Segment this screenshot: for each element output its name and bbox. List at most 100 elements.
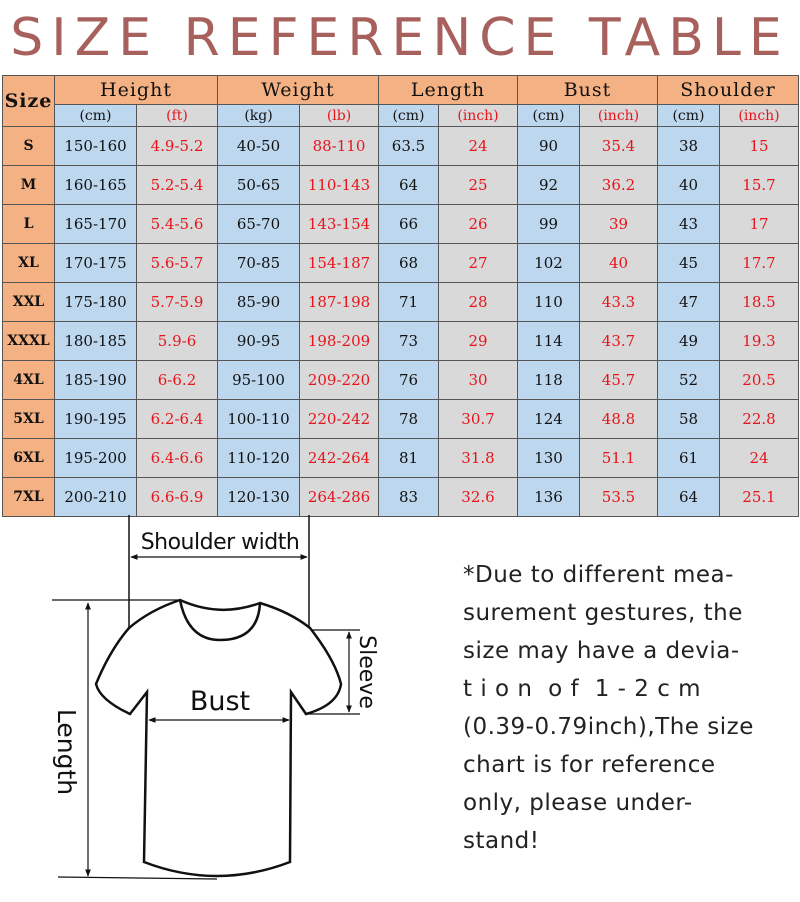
value-cell: 143-154: [299, 204, 379, 244]
group-header: Height: [54, 75, 218, 105]
value-cell: 264-286: [299, 477, 379, 517]
unit-header: (cm): [54, 104, 137, 127]
value-cell: 64: [378, 165, 439, 205]
size-cell: 7XL: [2, 477, 55, 517]
unit-header: (ft): [136, 104, 218, 127]
value-cell: 90-95: [217, 321, 300, 361]
value-cell: 120-130: [217, 477, 300, 517]
value-cell: 31.8: [438, 438, 518, 478]
unit-header: (cm): [657, 104, 720, 127]
value-cell: 200-210: [54, 477, 137, 517]
value-cell: 51.1: [579, 438, 658, 478]
value-cell: 160-165: [54, 165, 137, 205]
value-cell: 50-65: [217, 165, 300, 205]
unit-header: (inch): [719, 104, 799, 127]
value-cell: 242-264: [299, 438, 379, 478]
note-line: chart is for reference: [463, 752, 716, 778]
value-cell: 170-175: [54, 243, 137, 283]
value-cell: 100-110: [217, 399, 300, 439]
value-cell: 36.2: [579, 165, 658, 205]
value-cell: 6.4-6.6: [136, 438, 218, 478]
value-cell: 19.3: [719, 321, 799, 361]
value-cell: 24: [719, 438, 799, 478]
value-cell: 71: [378, 282, 439, 322]
group-header: Length: [378, 75, 518, 105]
unit-header: (inch): [438, 104, 518, 127]
value-cell: 18.5: [719, 282, 799, 322]
value-cell: 24: [438, 126, 518, 166]
tshirt-outline: [94, 598, 343, 878]
shoulder-label: Shoulder width: [141, 530, 300, 555]
value-cell: 209-220: [299, 360, 379, 400]
size-cell: L: [2, 204, 55, 244]
value-cell: 48.8: [579, 399, 658, 439]
value-cell: 90: [517, 126, 580, 166]
group-header: Shoulder: [657, 75, 799, 105]
value-cell: 30: [438, 360, 518, 400]
page-title: SIZE REFERENCE TABLE: [10, 8, 790, 68]
value-cell: 92: [517, 165, 580, 205]
value-cell: 5.7-5.9: [136, 282, 218, 322]
value-cell: 58: [657, 399, 720, 439]
sleeve-label: Sleeve: [354, 635, 379, 709]
value-cell: 110-120: [217, 438, 300, 478]
table-row: XXXL 180-185 5.9-6 90-95 198-209 73 29 114 43.7 4…: [2, 321, 799, 361]
value-cell: 43.7: [579, 321, 658, 361]
size-header: Size: [2, 75, 55, 127]
value-cell: 5.9-6: [136, 321, 218, 361]
bust-label: Bust: [190, 686, 250, 717]
size-cell: 6XL: [2, 438, 55, 478]
table-row: 7XL 200-210 6.6-6.9 120-130 264-286 83 32.6 136…: [2, 477, 799, 517]
value-cell: 85-90: [217, 282, 300, 322]
value-cell: 66: [378, 204, 439, 244]
table-row: M 160-165 5.2-5.4 50-65 110-143 64 25 92 36.2 40 1…: [2, 165, 799, 205]
value-cell: 28: [438, 282, 518, 322]
value-cell: 49: [657, 321, 720, 361]
value-cell: 81: [378, 438, 439, 478]
group-header-row: Size Height Weight Length Bust Shoulder: [2, 75, 799, 127]
value-cell: 70-85: [217, 243, 300, 283]
value-cell: 78: [378, 399, 439, 439]
value-cell: 130: [517, 438, 580, 478]
value-cell: 52: [657, 360, 720, 400]
value-cell: 73: [378, 321, 439, 361]
value-cell: 110-143: [299, 165, 379, 205]
value-cell: 110: [517, 282, 580, 322]
unit-header: (cm): [378, 104, 439, 127]
measurement-note: *Due to different mea- surement gestures…: [463, 556, 773, 860]
value-cell: 102: [517, 243, 580, 283]
unit-header: (inch): [579, 104, 658, 127]
value-cell: 25.1: [719, 477, 799, 517]
note-line: size may have a devia-: [463, 638, 740, 664]
value-cell: 15.7: [719, 165, 799, 205]
value-cell: 175-180: [54, 282, 137, 322]
value-cell: 220-242: [299, 399, 379, 439]
value-cell: 43: [657, 204, 720, 244]
value-cell: 63.5: [378, 126, 439, 166]
value-cell: 29: [438, 321, 518, 361]
size-cell: S: [2, 126, 55, 166]
value-cell: 68: [378, 243, 439, 283]
value-cell: 5.6-5.7: [136, 243, 218, 283]
table-row: XL 170-175 5.6-5.7 70-85 154-187 68 27 102 40 45 1…: [2, 243, 799, 283]
value-cell: 30.7: [438, 399, 518, 439]
unit-header: (cm): [517, 104, 580, 127]
value-cell: 17: [719, 204, 799, 244]
value-cell: 185-190: [54, 360, 137, 400]
value-cell: 53.5: [579, 477, 658, 517]
value-cell: 154-187: [299, 243, 379, 283]
note-line: t i o n o f 1 - 2 c m: [463, 676, 702, 702]
table-row: 5XL 190-195 6.2-6.4 100-110 220-242 78 30.7 124…: [2, 399, 799, 439]
table-row: XXL 175-180 5.7-5.9 85-90 187-198 71 28 110 43.3…: [2, 282, 799, 322]
size-cell: 5XL: [2, 399, 55, 439]
value-cell: 17.7: [719, 243, 799, 283]
value-cell: 180-185: [54, 321, 137, 361]
value-cell: 65-70: [217, 204, 300, 244]
group-header: Bust: [517, 75, 658, 105]
value-cell: 64: [657, 477, 720, 517]
table-row: 6XL 195-200 6.4-6.6 110-120 242-264 81 31.8 130…: [2, 438, 799, 478]
size-cell: XXL: [2, 282, 55, 322]
value-cell: 20.5: [719, 360, 799, 400]
value-cell: 61: [657, 438, 720, 478]
